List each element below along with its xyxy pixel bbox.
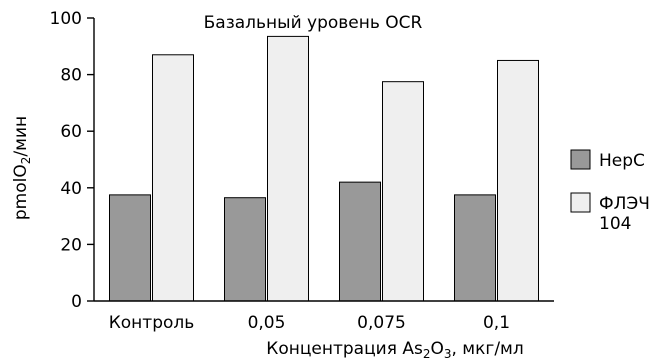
y-tick-label: 20 (60, 235, 82, 255)
legend-label-flech104: 104 (599, 214, 631, 234)
bar-hepc-1 (224, 197, 266, 302)
bars-layer (109, 35, 539, 302)
bar-flech104-2 (382, 81, 424, 302)
x-axis-label: Концентрация As2O3, мкг/мл (266, 339, 524, 359)
chart-title: Базальный уровень OCR (204, 13, 423, 33)
legend-label-hepc: HepC (599, 151, 645, 171)
bar-flech104-0 (152, 54, 194, 302)
x-tick-label: 0,05 (248, 313, 286, 333)
bar-hepc-3 (454, 194, 496, 302)
x-tick-label: 0,075 (357, 313, 406, 333)
y-tick-label: 60 (60, 122, 82, 142)
x-tick-label: 0,1 (483, 313, 510, 333)
y-tick-label: 40 (60, 179, 82, 199)
x-axis-ticks: Контроль 0,05 0,075 0,1 (109, 313, 510, 333)
legend-swatch-flech104 (570, 192, 591, 213)
bar-flech104-3 (497, 59, 539, 302)
legend-label-flech104: ФЛЭЧ (599, 194, 650, 214)
bar-hepc-0 (109, 194, 151, 302)
bar-flech104-1 (267, 35, 309, 302)
y-axis-label: pmolO2/мин (11, 116, 33, 220)
x-tick-label: Контроль (109, 313, 195, 333)
y-axis-ticks: 0 20 40 60 80 100 (50, 9, 94, 312)
bar-hepc-2 (339, 181, 381, 302)
legend-swatch-hepc (570, 149, 591, 170)
y-tick-label: 80 (60, 66, 82, 86)
y-tick-label: 0 (71, 292, 82, 312)
y-tick-label: 100 (50, 9, 82, 29)
